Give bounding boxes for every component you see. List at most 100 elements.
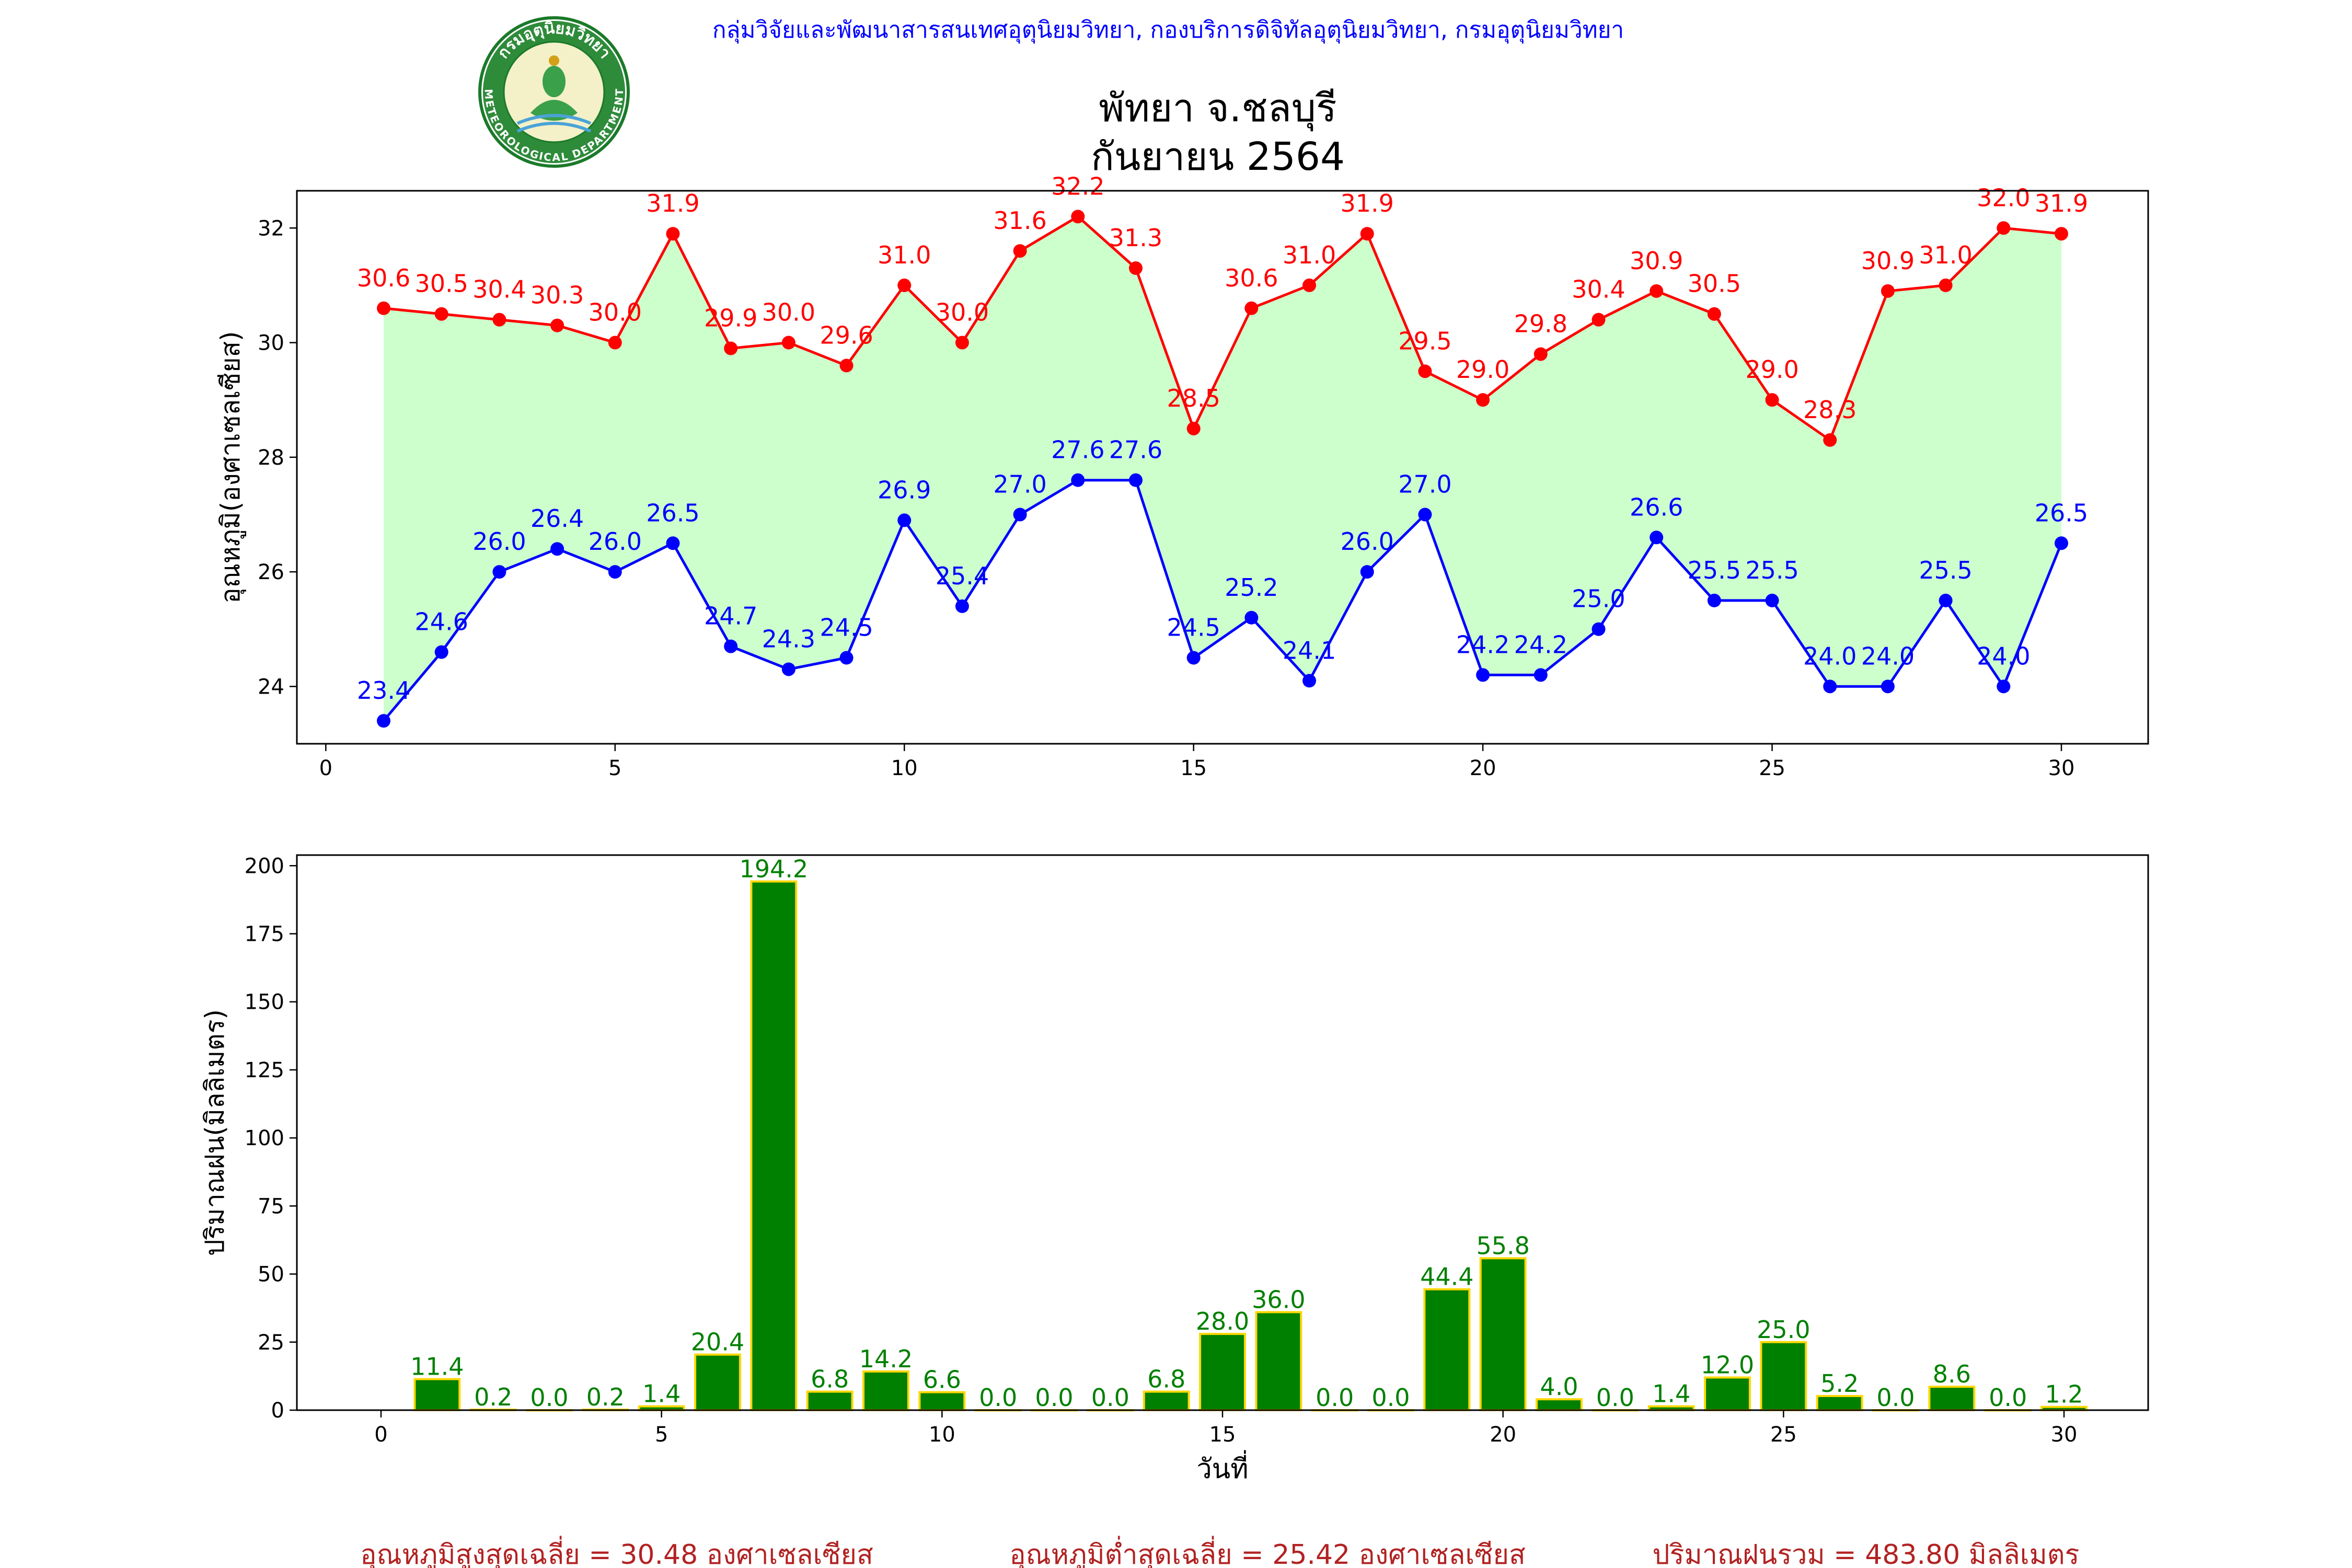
rain-ylabel: ปริมาณฝน(มิลลิเมตร)	[200, 1009, 230, 1256]
min-temp-point	[955, 599, 969, 613]
rain-bar-label: 0.0	[1091, 1383, 1129, 1412]
min-temp-point	[608, 565, 622, 579]
rain-ytick-label: 200	[245, 854, 284, 878]
rain-ytick-label: 100	[245, 1126, 284, 1150]
min-temp-point	[1997, 679, 2011, 694]
min-temp-label: 27.6	[1051, 436, 1104, 464]
min-temp-point	[1534, 668, 1548, 682]
min-temp-point	[1707, 593, 1721, 607]
temp-ytick-label: 26	[258, 560, 284, 584]
rain-bar-label: 25.0	[1757, 1316, 1810, 1344]
max-temp-label: 30.6	[357, 264, 410, 292]
rain-bar	[1479, 1257, 1527, 1412]
min-temp-label: 24.2	[1456, 630, 1509, 659]
temp-ytick-label: 24	[258, 675, 284, 699]
min-temp-label: 25.5	[1688, 556, 1741, 584]
max-temp-point	[1765, 393, 1779, 407]
min-temp-point	[492, 565, 506, 579]
min-temp-point	[1823, 679, 1837, 694]
temp-xtick-label: 30	[2048, 756, 2075, 780]
chart-title-line1: พัทยา จ.ชลบุรี	[1099, 86, 1336, 132]
rain-ytick-label: 0	[271, 1399, 284, 1423]
max-temp-label: 30.9	[1861, 247, 1915, 275]
rain-xlabel: วันที่	[1196, 1450, 1248, 1485]
max-temp-label: 31.9	[2035, 189, 2088, 217]
rain-xtick-label: 0	[374, 1423, 387, 1447]
min-temp-point	[1592, 622, 1606, 636]
max-temp-label: 31.0	[1919, 241, 1972, 269]
rain-bar-label: 0.0	[1876, 1383, 1915, 1412]
rain-bar-label: 11.4	[410, 1353, 464, 1381]
rain-bar	[1760, 1341, 1807, 1411]
min-temp-point	[666, 536, 680, 550]
temp-ytick-label: 32	[258, 216, 284, 240]
min-temp-label: 26.0	[472, 527, 526, 556]
max-temp-point	[897, 278, 912, 292]
rain-bar-label: 0.0	[1371, 1383, 1410, 1412]
max-temp-point	[1707, 307, 1721, 321]
max-temp-label: 31.0	[1283, 241, 1336, 269]
min-temp-label: 24.2	[1514, 630, 1567, 659]
max-temp-point	[1939, 278, 1953, 292]
rain-ytick-label: 150	[245, 990, 284, 1014]
rain-bar-label: 8.6	[1933, 1360, 1971, 1388]
rain-bar-label: 12.0	[1701, 1351, 1754, 1379]
rain-bar	[918, 1391, 966, 1411]
min-temp-point	[1244, 610, 1259, 625]
max-temp-point	[2054, 227, 2068, 241]
temp-xtick-label: 20	[1470, 756, 1496, 780]
rain-ytick-label: 75	[258, 1194, 284, 1218]
temperature-chart: 30.6 30.5 30.4 30.330.031.929.9 30.029.631.0…	[215, 172, 2149, 780]
max-temp-point	[666, 227, 680, 241]
min-temp-point	[724, 639, 738, 653]
rain-xtick-label: 5	[655, 1423, 668, 1447]
rain-bar-label: 0.2	[586, 1383, 625, 1411]
temp-range-fill	[384, 216, 2061, 721]
max-temp-label: 31.9	[646, 189, 699, 217]
rain-bar-label: 6.6	[923, 1366, 961, 1394]
temp-ytick-label: 30	[258, 331, 284, 355]
rain-bar	[1704, 1376, 1751, 1412]
rain-xtick-label: 15	[1209, 1423, 1236, 1447]
rain-bar	[1928, 1386, 1976, 1412]
max-temp-label: 29.6	[820, 321, 873, 349]
max-temp-label: 30.0	[936, 298, 989, 327]
max-temp-label: 31.6	[993, 206, 1046, 235]
min-temp-point	[434, 645, 448, 659]
min-temp-point	[550, 542, 564, 556]
max-temp-label: 30.5	[415, 270, 468, 298]
min-temp-label: 26.9	[878, 476, 931, 504]
min-temp-line	[383, 479, 2063, 722]
rain-bar-label: 14.2	[859, 1345, 913, 1373]
min-temp-label: 26.6	[1630, 493, 1683, 521]
rain-bar-label: 6.8	[1147, 1365, 1185, 1393]
rain-bar-label: 0.0	[979, 1383, 1017, 1412]
min-temp-label: 25.4	[936, 562, 989, 590]
rain-bar-label: 4.0	[1540, 1373, 1578, 1401]
rain-bar-label: 20.4	[691, 1328, 744, 1356]
rain-bar	[750, 880, 798, 1411]
min-temp-label: 24.5	[1167, 614, 1220, 642]
min-temp-label: 23.4	[357, 676, 410, 705]
summary-avg-max: อุณหภูมิสูงสุดเฉลี่ย = 30.48 องศาเซลเซีย…	[360, 1536, 873, 1568]
max-temp-point	[1186, 421, 1201, 435]
max-temp-point	[839, 359, 854, 373]
min-temp-label: 25.0	[1572, 585, 1625, 613]
rain-bar-label: 1.4	[642, 1380, 681, 1408]
min-temp-point	[1650, 531, 1664, 545]
temp-xtick-label: 25	[1759, 756, 1785, 780]
rain-bar-label: 36.0	[1252, 1285, 1305, 1313]
max-temp-label: 30.4	[472, 275, 526, 304]
max-temp-label: 31.9	[1341, 189, 1394, 217]
temp-xtick-label: 5	[608, 756, 621, 780]
temp-ytick-label: 28	[258, 446, 284, 470]
max-temp-point	[1302, 278, 1317, 292]
temp-ylabel: อุณหภูมิ(องศาเซลเซียส)	[215, 331, 246, 603]
org-line: กลุ่มวิจัยและพัฒนาสารสนเทศอุตุนิยมวิทยา,…	[712, 17, 1624, 44]
rain-bar-label: 6.8	[811, 1365, 849, 1393]
max-temp-point	[1823, 433, 1837, 447]
min-temp-point	[1013, 508, 1027, 522]
max-temp-point	[781, 336, 795, 350]
max-temp-point	[1881, 284, 1895, 298]
rain-ytick-label: 175	[245, 923, 284, 947]
